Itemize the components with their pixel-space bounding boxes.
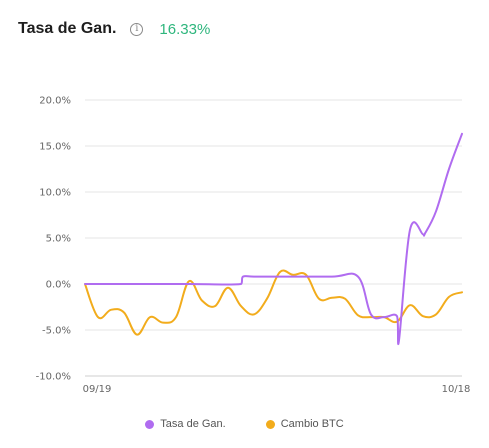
legend-label-win-rate: Tasa de Gan. — [160, 418, 226, 430]
legend-item-win-rate[interactable]: Tasa de Gan. — [145, 418, 226, 430]
legend-label-btc-change: Cambio BTC — [280, 418, 344, 430]
y-tick-label: 0.0% — [46, 280, 71, 291]
series-line-btc-change — [84, 269, 463, 336]
chart-grid — [85, 99, 462, 377]
page-title: Tasa de Gan. — [18, 20, 117, 37]
legend-swatch-win-rate — [145, 419, 155, 429]
x-tick-label: 09/19 — [83, 384, 112, 395]
x-axis-ticks: 09/19 10/18 — [83, 384, 471, 395]
info-icon[interactable]: i — [130, 22, 144, 36]
series-line-win-rate — [84, 132, 463, 345]
y-tick-label: 15.0% — [39, 142, 71, 153]
chart-header: Tasa de Gan. i 16.33% — [18, 16, 210, 42]
line-chart: 20.0% 15.0% 10.0% 5.0% 0.0% -5.0% -10.0% 09/19… — [36, 96, 471, 396]
y-tick-label: 10.0% — [39, 188, 71, 199]
y-tick-label: -10.0% — [36, 372, 71, 383]
chart-legend: Tasa de Gan. Cambio BTC — [0, 418, 489, 430]
x-tick-label: 10/18 — [442, 384, 471, 395]
y-tick-label: 20.0% — [39, 96, 71, 107]
y-tick-label: 5.0% — [46, 234, 71, 245]
legend-item-btc-change[interactable]: Cambio BTC — [265, 418, 344, 430]
y-axis-ticks: 20.0% 15.0% 10.0% 5.0% 0.0% -5.0% -10.0% — [36, 96, 71, 383]
chart-series — [84, 132, 463, 345]
legend-swatch-btc-change — [265, 419, 275, 429]
y-tick-label: -5.0% — [42, 326, 71, 337]
win-rate-value: 16.33% — [159, 20, 211, 38]
